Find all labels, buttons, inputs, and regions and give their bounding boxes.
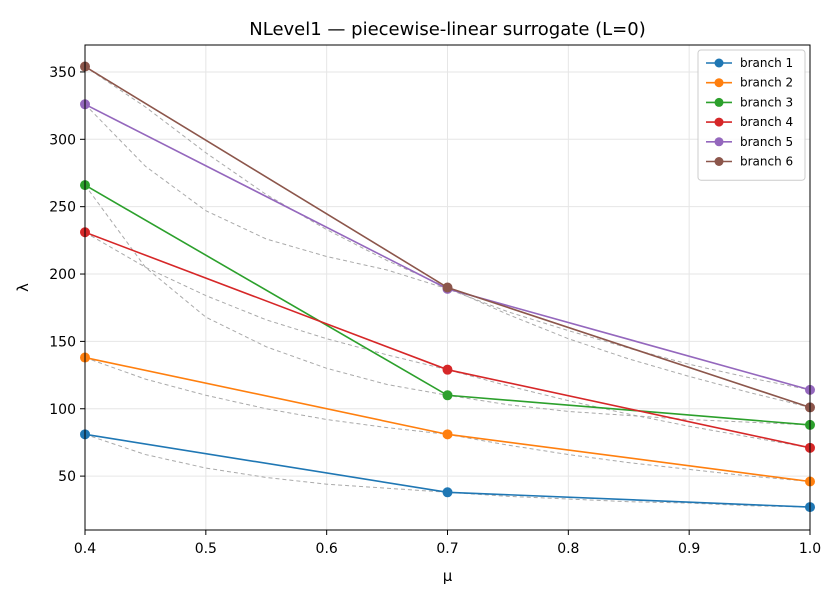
series-lines [80,61,815,513]
legend-label: branch 4 [740,115,793,129]
legend-item: branch 4 [706,115,793,129]
legend-marker [714,78,724,88]
x-axis-label: μ [443,567,453,585]
x-axis: 0.4 0.5 0.6 0.7 0.8 0.9 1.0 [74,530,821,557]
y-axis: 50 100 150 200 250 300 350 [49,65,85,485]
chart-title: NLevel1 — piecewise-linear surrogate (L=… [249,19,645,40]
reference-curve [84,231,811,449]
y-tick-label: 350 [49,65,76,81]
data-point [442,487,453,498]
y-tick-label: 100 [49,402,76,418]
x-tick-label: 0.9 [678,541,700,557]
data-point [442,364,453,375]
legend-item: branch 3 [706,95,793,109]
data-point [442,429,453,440]
legend-marker [714,117,724,127]
x-tick-label: 0.7 [436,541,458,557]
legend-label: branch 3 [740,95,793,109]
y-tick-label: 250 [49,200,76,216]
y-axis-label: λ [14,283,32,292]
legend-marker [714,157,724,166]
legend-label: branch 5 [740,135,793,149]
legend-item: branch 2 [706,76,793,90]
legend-item: branch 1 [706,56,793,70]
y-tick-label: 200 [49,267,76,283]
legend: branch 1 branch 2 branch 3 branch 4 branch 5… [697,49,806,181]
y-tick-label: 300 [49,132,76,148]
legend-label: branch 1 [740,56,793,70]
legend-label: branch 6 [740,155,793,169]
x-tick-label: 0.8 [557,541,579,557]
legend-marker [714,58,724,68]
legend-item: branch 6 [706,155,793,169]
data-point [442,282,453,293]
y-tick-label: 150 [49,334,76,350]
legend-marker [714,97,724,107]
reference-curve [84,66,811,408]
x-tick-label: 0.5 [195,541,217,557]
x-tick-label: 0.6 [316,541,338,557]
y-tick-label: 50 [58,469,76,485]
reference-curve [84,433,811,508]
grid [84,45,811,530]
data-point [442,390,453,401]
legend-item: branch 5 [706,135,793,149]
legend-marker [714,137,724,147]
legend-label: branch 2 [740,76,793,90]
x-tick-label: 0.4 [74,541,96,557]
x-tick-label: 1.0 [799,541,821,557]
